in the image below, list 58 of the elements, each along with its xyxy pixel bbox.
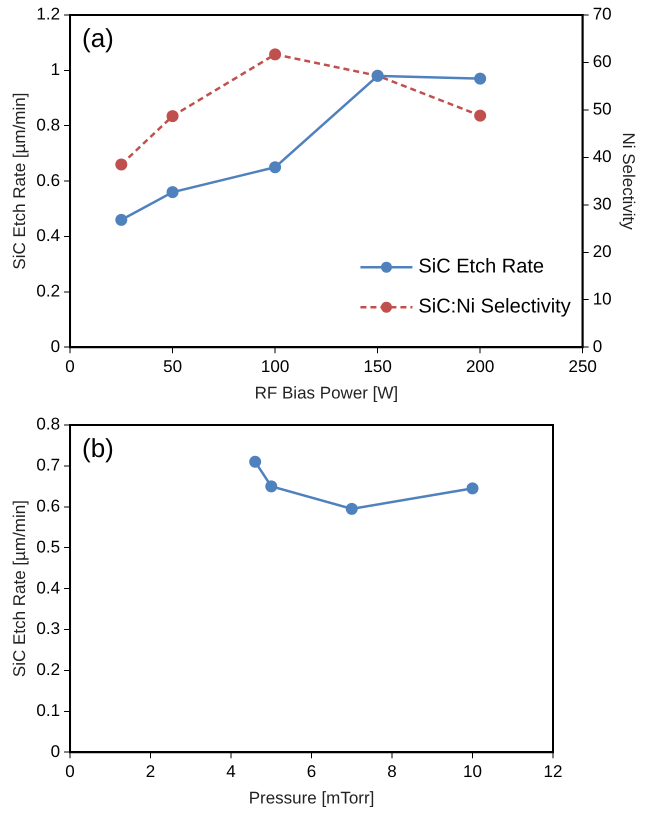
point	[249, 456, 262, 468]
y-tick-label: 0.2	[36, 282, 60, 301]
x-tick-label: 200	[466, 357, 494, 376]
y-tick-label: 0.4	[36, 226, 60, 246]
x-tick-label: 50	[163, 357, 182, 376]
point	[474, 110, 486, 122]
y-tick-label: 0	[50, 336, 60, 356]
y-tick-label: 0.6	[36, 170, 60, 190]
y2-tick-label: 10	[592, 289, 612, 308]
point	[115, 158, 128, 170]
y-tick-label: 0.3	[36, 619, 60, 638]
point	[166, 110, 179, 122]
y2-tick-label: 40	[592, 147, 612, 166]
y2-tick-label: 60	[592, 52, 612, 72]
y2-tick-label: 0	[592, 336, 602, 356]
point	[346, 502, 358, 515]
x-tick-label: 0	[65, 357, 75, 376]
y2-tick-label: 30	[592, 194, 612, 214]
y-tick-label: 0.8	[36, 414, 60, 434]
y-tick-label: 0.6	[36, 496, 60, 516]
point	[265, 480, 278, 492]
y2-tick-label: 20	[592, 242, 612, 261]
x-tick-label: 100	[260, 357, 290, 376]
x-axis-title: Pressure [mTorr]	[248, 788, 374, 808]
y-tick-label: 1.2	[36, 4, 60, 24]
y-tick-label: 0.1	[36, 700, 60, 720]
annotation: (a)	[82, 23, 114, 54]
x-tick-label: 2	[146, 762, 156, 782]
x-tick-label: 150	[363, 357, 392, 376]
y2-tick-label: 50	[592, 100, 612, 119]
y-axis-title: SiC Etch Rate [µm/min]	[10, 92, 29, 270]
y-tick-label: 0.4	[36, 578, 60, 598]
legend-label: SiC:Ni Selectivity	[418, 296, 571, 318]
point	[269, 161, 282, 174]
legend-label: SiC Etch Rate	[418, 256, 544, 278]
x-tick-label: 0	[65, 762, 75, 782]
y-tick-label: 0.5	[36, 537, 60, 556]
point	[166, 186, 179, 198]
y2-axis-title: Ni Selectivity	[619, 132, 638, 230]
point	[115, 214, 128, 226]
y-tick-label: 1	[50, 60, 60, 80]
y-axis-title: SiC Etch Rate [µm/min]	[10, 500, 29, 678]
x-tick-label: 6	[306, 762, 316, 782]
x-tick-label: 250	[568, 357, 597, 376]
y-tick-label: 0.8	[36, 115, 60, 134]
x-tick-label: 10	[463, 762, 482, 782]
x-axis-title: RF Bias Power [W]	[254, 383, 398, 402]
y-tick-label: 0.7	[36, 456, 60, 475]
y-tick-label: 0	[50, 742, 60, 761]
y-tick-label: 0.2	[36, 660, 60, 680]
point	[466, 482, 479, 494]
point	[474, 72, 486, 85]
x-tick-label: 4	[226, 762, 236, 782]
x-tick-label: 12	[544, 762, 562, 782]
x-tick-label: 8	[387, 762, 397, 782]
y2-tick-label: 70	[592, 4, 612, 24]
annotation: (b)	[82, 433, 114, 464]
point	[269, 48, 282, 60]
